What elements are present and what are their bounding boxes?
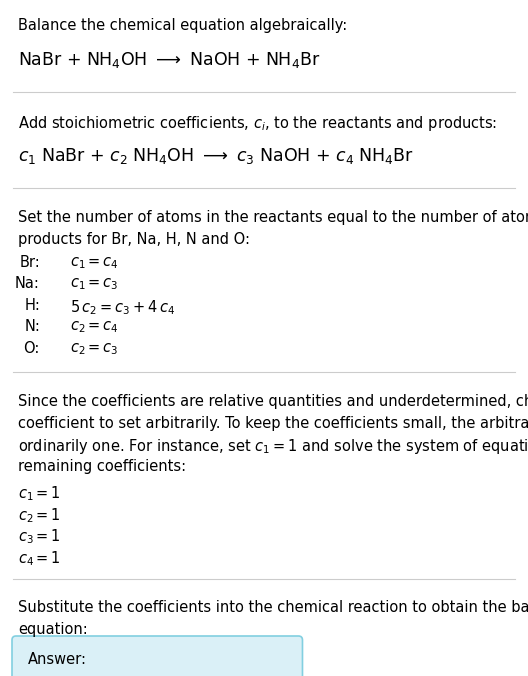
FancyBboxPatch shape: [12, 636, 303, 676]
Text: Br:: Br:: [19, 255, 40, 270]
Text: O:: O:: [24, 341, 40, 356]
Text: Substitute the coefficients into the chemical reaction to obtain the balanced: Substitute the coefficients into the che…: [18, 600, 528, 616]
Text: equation:: equation:: [18, 622, 88, 637]
Text: Balance the chemical equation algebraically:: Balance the chemical equation algebraica…: [18, 18, 347, 33]
Text: Na:: Na:: [15, 276, 40, 291]
Text: $c_2 = c_4$: $c_2 = c_4$: [70, 320, 119, 335]
Text: $c_1 = c_4$: $c_1 = c_4$: [70, 255, 119, 270]
Text: H:: H:: [24, 298, 40, 313]
Text: $c_2 = 1$: $c_2 = 1$: [18, 506, 61, 525]
Text: remaining coefficients:: remaining coefficients:: [18, 459, 186, 474]
Text: Answer:: Answer:: [28, 652, 87, 667]
Text: N:: N:: [24, 320, 40, 335]
Text: Add stoichiometric coefficients, $c_i$, to the reactants and products:: Add stoichiometric coefficients, $c_i$, …: [18, 114, 497, 133]
Text: coefficient to set arbitrarily. To keep the coefficients small, the arbitrary va: coefficient to set arbitrarily. To keep …: [18, 416, 528, 431]
Text: ordinarily one. For instance, set $c_1 = 1$ and solve the system of equations fo: ordinarily one. For instance, set $c_1 =…: [18, 437, 528, 456]
Text: $c_1 = 1$: $c_1 = 1$: [18, 485, 61, 503]
Text: Set the number of atoms in the reactants equal to the number of atoms in the: Set the number of atoms in the reactants…: [18, 210, 528, 225]
Text: NaBr + NH$_4$OH $\longrightarrow$ NaOH + NH$_4$Br: NaBr + NH$_4$OH $\longrightarrow$ NaOH +…: [18, 50, 320, 70]
Text: Since the coefficients are relative quantities and underdetermined, choose a: Since the coefficients are relative quan…: [18, 395, 528, 410]
Text: products for Br, Na, H, N and O:: products for Br, Na, H, N and O:: [18, 232, 250, 247]
Text: $c_4 = 1$: $c_4 = 1$: [18, 549, 61, 568]
Text: $c_2 = c_3$: $c_2 = c_3$: [70, 341, 119, 357]
Text: $c_3 = 1$: $c_3 = 1$: [18, 527, 61, 546]
Text: $c_1$ NaBr + $c_2$ NH$_4$OH $\longrightarrow$ $c_3$ NaOH + $c_4$ NH$_4$Br: $c_1$ NaBr + $c_2$ NH$_4$OH $\longrighta…: [18, 146, 414, 166]
Text: $5\,c_2 = c_3 + 4\,c_4$: $5\,c_2 = c_3 + 4\,c_4$: [70, 298, 175, 316]
Text: $c_1 = c_3$: $c_1 = c_3$: [70, 276, 119, 292]
